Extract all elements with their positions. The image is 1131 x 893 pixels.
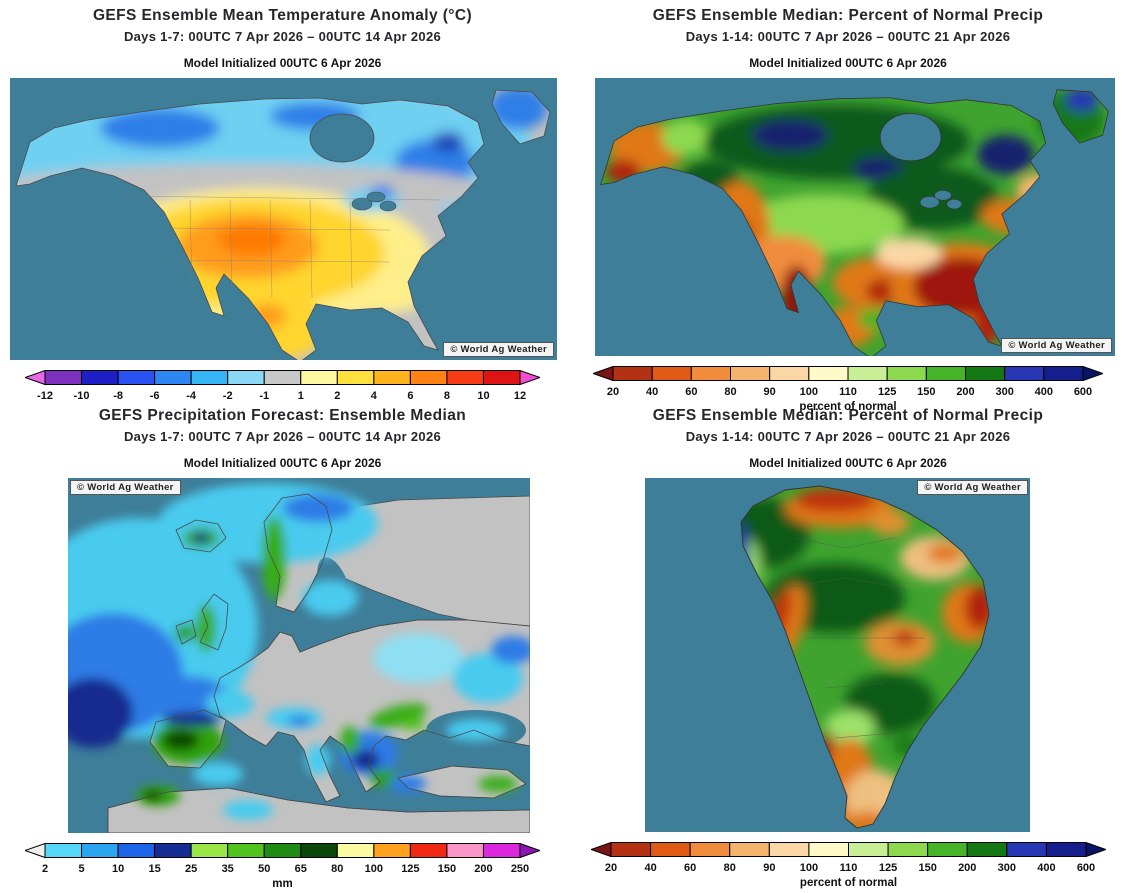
svg-text:60: 60 [684,862,696,874]
temp-anomaly-colorbar: -12 -10 -8 -6 -4 -2 -1 1 2 4 6 8 10 12 [25,370,540,402]
panel-temp-anomaly-north-america: GEFS Ensemble Mean Temperature Anomaly (… [0,0,565,402]
north-america-percent-normal-map [595,78,1115,356]
svg-text:-2: -2 [223,390,233,402]
precip-field [68,483,530,820]
svg-text:mm: mm [272,878,292,890]
model-init-line: Model Initialized 00UTC 6 Apr 2026 [183,56,382,70]
map-container: © World Ag Weather [10,78,557,360]
state-borders [119,195,441,299]
svg-text:300: 300 [997,862,1015,874]
svg-text:110: 110 [839,862,857,874]
panel-percent-normal-north-america: GEFS Ensemble Median: Percent of Normal … [565,0,1131,413]
svg-text:100: 100 [365,863,383,875]
svg-text:-6: -6 [150,390,160,402]
svg-text:5: 5 [78,863,84,875]
percent-normal-colorbar: 20 40 60 80 90 100 110 125 150 200 300 400 600 percen… [593,366,1103,414]
svg-text:percent of normal: percent of normal [799,401,896,413]
svg-text:200: 200 [956,386,974,398]
svg-text:90: 90 [763,862,775,874]
svg-text:65: 65 [295,863,307,875]
svg-text:20: 20 [607,386,619,398]
svg-text:125: 125 [878,862,896,874]
svg-text:40: 40 [646,386,658,398]
precip-mm-colorbar: 2 5 10 15 25 35 50 65 80 100 125 150 200 250 mm [25,843,540,891]
map-container: © World Ag Weather [68,478,530,833]
watermark: © World Ag Weather [1001,338,1112,353]
svg-text:80: 80 [331,863,343,875]
model-init-line: Model Initialized 00UTC 6 Apr 2026 [749,456,947,470]
svg-text:-10: -10 [74,390,90,402]
svg-text:90: 90 [764,386,776,398]
svg-text:percent of normal: percent of normal [799,877,896,889]
svg-text:125: 125 [878,386,896,398]
svg-text:60: 60 [685,386,697,398]
model-init-line: Model Initialized 00UTC 6 Apr 2026 [749,56,947,70]
north-america-temp-anomaly-map [10,78,557,360]
svg-text:80: 80 [723,862,735,874]
svg-text:2: 2 [42,863,48,875]
svg-text:200: 200 [474,863,492,875]
panel-precip-europe: GEFS Precipitation Forecast: Ensemble Me… [0,400,565,893]
model-init-line: Model Initialized 00UTC 6 Apr 2026 [183,456,382,470]
svg-text:-8: -8 [113,390,123,402]
svg-text:110: 110 [839,386,857,398]
hudson-bay [309,113,375,163]
percent-normal-colorbar: 20 40 60 80 90 100 110 125 150 200 300 400 600 percen… [590,842,1106,890]
svg-text:150: 150 [918,862,936,874]
page-title: GEFS Ensemble Median: Percent of Normal … [652,7,1044,24]
svg-text:150: 150 [438,863,456,875]
svg-text:600: 600 [1076,862,1094,874]
svg-text:4: 4 [371,390,378,402]
svg-text:-1: -1 [259,390,269,402]
svg-text:15: 15 [148,863,160,875]
svg-text:20: 20 [604,862,616,874]
great-lakes [351,191,397,212]
page-title: GEFS Ensemble Median: Percent of Normal … [652,407,1044,424]
svg-text:400: 400 [1035,386,1053,398]
watermark: © World Ag Weather [917,480,1028,495]
svg-text:40: 40 [644,862,656,874]
svg-text:200: 200 [958,862,976,874]
svg-text:-4: -4 [186,390,197,402]
great-lakes [919,190,963,210]
europe-precip-map [68,478,530,833]
forecast-period: Days 1-14: 00UTC 7 Apr 2026 – 00UTC 21 A… [685,29,1011,44]
svg-text:-12: -12 [37,390,53,402]
watermark: © World Ag Weather [443,342,554,357]
svg-text:1: 1 [298,390,304,402]
page-title: GEFS Precipitation Forecast: Ensemble Me… [98,407,467,424]
svg-text:125: 125 [401,863,419,875]
svg-text:600: 600 [1074,386,1092,398]
forecast-period: Days 1-7: 00UTC 7 Apr 2026 – 00UTC 14 Ap… [123,29,442,44]
svg-text:400: 400 [1037,862,1055,874]
map-container: © World Ag Weather [645,478,1030,832]
svg-text:10: 10 [112,863,124,875]
svg-text:2: 2 [334,390,340,402]
svg-text:250: 250 [511,863,529,875]
country-borders [784,537,925,739]
svg-text:25: 25 [185,863,197,875]
svg-text:35: 35 [222,863,234,875]
panel-percent-normal-south-america: GEFS Ensemble Median: Percent of Normal … [565,400,1131,893]
forecast-period: Days 1-7: 00UTC 7 Apr 2026 – 00UTC 14 Ap… [123,429,442,444]
forecast-period: Days 1-14: 00UTC 7 Apr 2026 – 00UTC 21 A… [685,429,1011,444]
svg-text:50: 50 [258,863,270,875]
svg-text:12: 12 [514,390,526,402]
svg-text:300: 300 [995,386,1013,398]
svg-text:10: 10 [477,390,489,402]
map-container: © World Ag Weather [595,78,1115,356]
page-title: GEFS Ensemble Mean Temperature Anomaly (… [92,7,473,24]
svg-text:80: 80 [724,386,736,398]
svg-text:100: 100 [799,862,817,874]
hudson-bay [879,113,942,162]
svg-text:6: 6 [407,390,413,402]
watermark: © World Ag Weather [70,480,181,495]
svg-text:150: 150 [917,386,935,398]
svg-text:8: 8 [444,390,450,402]
south-america-percent-normal-map [645,478,1030,832]
svg-text:100: 100 [800,386,818,398]
